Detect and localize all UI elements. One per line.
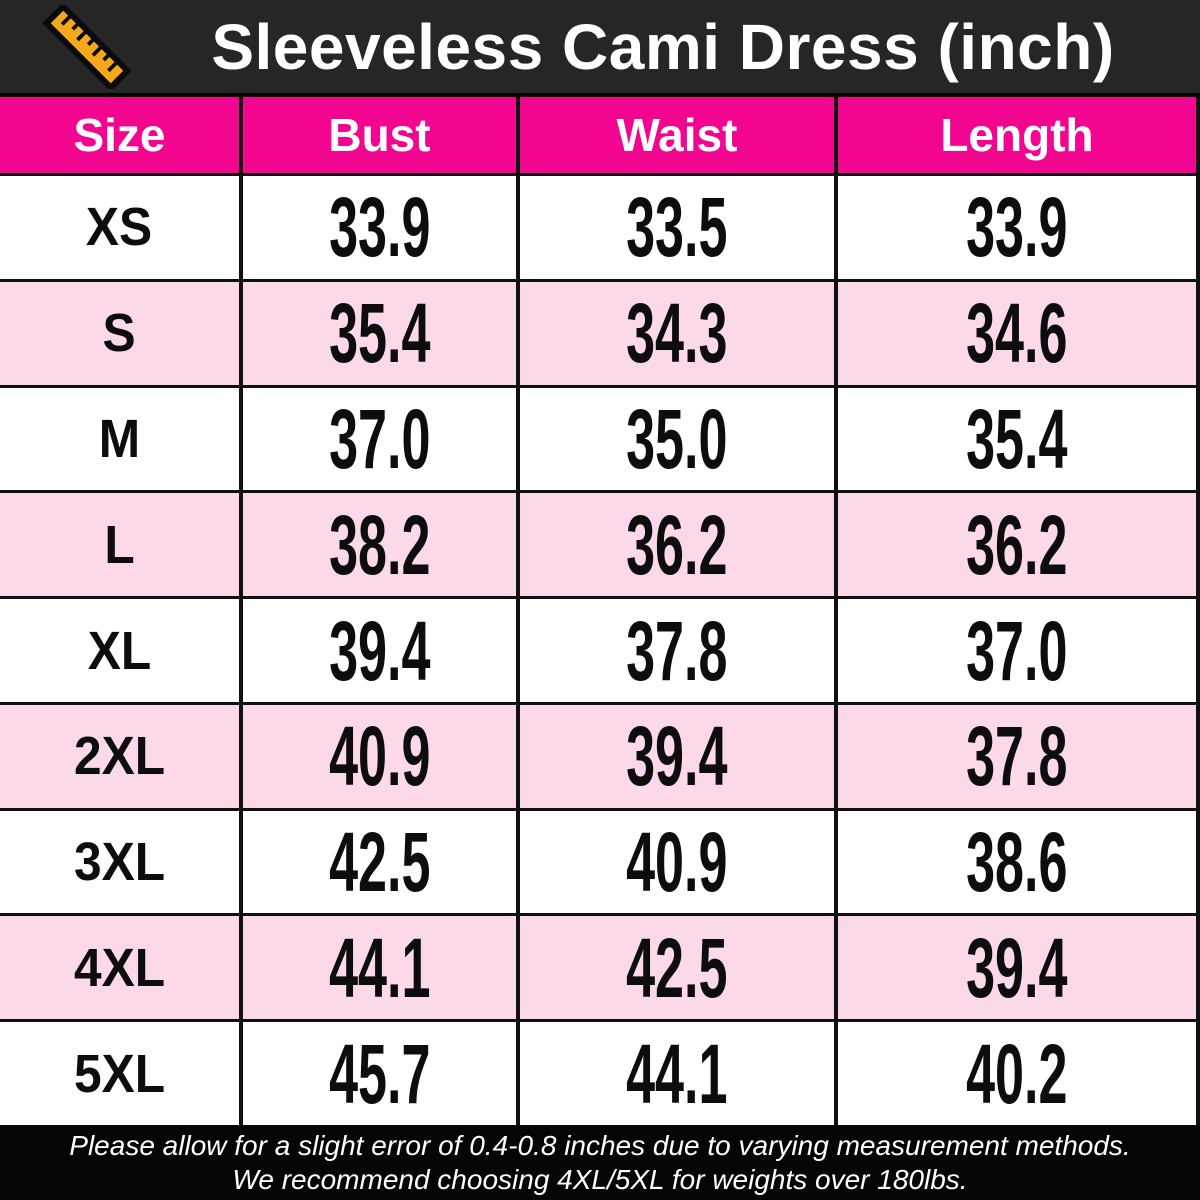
footer-note: Please allow for a slight error of 0.4-0…	[0, 1125, 1200, 1200]
measurement-value: 42.5	[328, 815, 431, 910]
table-row-4xl: 4XL 44.1 42.5 39.4	[0, 913, 1200, 1020]
bust-cell: 33.9	[243, 176, 520, 279]
measurement-value: 37.0	[328, 391, 431, 486]
measurement-value: 39.4	[626, 709, 728, 804]
footer-line-2: We recommend choosing 4XL/5XL for weight…	[232, 1163, 968, 1195]
page-title: Sleeveless Cami Dress (inch)	[211, 10, 1115, 83]
table-row-xl: XL 39.4 37.8 37.0	[0, 596, 1200, 702]
size-value: 3XL	[73, 832, 166, 893]
ruler-icon	[34, 4, 140, 89]
size-value: S	[102, 303, 137, 364]
measurement-value: 33.9	[328, 180, 431, 275]
measurement-value: 44.1	[328, 920, 431, 1015]
column-header-size: Size	[0, 97, 243, 173]
bust-cell: 38.2	[243, 493, 520, 597]
measurement-value: 36.2	[966, 497, 1068, 592]
measurement-value: 40.9	[626, 815, 728, 910]
size-value: L	[104, 514, 135, 575]
waist-cell: 39.4	[520, 704, 838, 808]
length-cell: 35.4	[838, 387, 1200, 491]
size-cell: XS	[0, 176, 243, 279]
table-row-m: M 37.0 35.0 35.4	[0, 384, 1200, 491]
size-value: 4XL	[73, 937, 166, 998]
length-cell: 37.8	[838, 704, 1200, 808]
size-cell: 5XL	[0, 1022, 243, 1126]
table-row-3xl: 3XL 42.5 40.9 38.6	[0, 807, 1200, 914]
size-value: M	[98, 408, 141, 469]
waist-cell: 37.8	[520, 599, 838, 702]
waist-cell: 40.9	[520, 810, 838, 914]
measurement-value: 38.6	[966, 815, 1068, 910]
measurement-value: 33.9	[966, 180, 1068, 275]
table-header-row: Size Bust Waist Length	[0, 97, 1200, 173]
measurement-value: 39.4	[328, 603, 431, 698]
bust-cell: 44.1	[243, 916, 520, 1020]
bust-cell: 40.9	[243, 704, 520, 808]
size-cell: 3XL	[0, 810, 243, 914]
bust-cell: 42.5	[243, 810, 520, 914]
waist-cell: 35.0	[520, 387, 838, 491]
measurement-value: 36.2	[626, 497, 728, 592]
length-cell: 39.4	[838, 916, 1200, 1020]
waist-cell: 44.1	[520, 1022, 838, 1126]
measurement-value: 40.2	[966, 1026, 1068, 1121]
measurement-value: 38.2	[328, 497, 431, 592]
table-body: XS 33.9 33.5 33.9 S 35.4 34.3 34.6 M 37.…	[0, 173, 1200, 1126]
table-row-2xl: 2XL 40.9 39.4 37.8	[0, 701, 1200, 808]
size-cell: S	[0, 281, 243, 385]
table-row-5xl: 5XL 45.7 44.1 40.2	[0, 1019, 1200, 1126]
length-cell: 37.0	[838, 599, 1200, 702]
table-row-l: L 38.2 36.2 36.2	[0, 490, 1200, 597]
size-value: XL	[87, 620, 152, 681]
table-row-s: S 35.4 34.3 34.6	[0, 278, 1200, 385]
measurement-value: 37.8	[966, 709, 1068, 804]
waist-cell: 42.5	[520, 916, 838, 1020]
measurement-value: 40.9	[328, 709, 431, 804]
size-value: XS	[86, 197, 153, 258]
length-cell: 36.2	[838, 493, 1200, 597]
bust-cell: 45.7	[243, 1022, 520, 1126]
measurement-value: 34.6	[966, 286, 1068, 381]
table-row-xs: XS 33.9 33.5 33.9	[0, 173, 1200, 279]
measurement-value: 39.4	[966, 920, 1068, 1015]
bust-cell: 37.0	[243, 387, 520, 491]
size-value: 5XL	[73, 1043, 166, 1104]
bust-cell: 39.4	[243, 599, 520, 702]
footer-line-1: Please allow for a slight error of 0.4-0…	[69, 1129, 1131, 1161]
measurement-value: 45.7	[328, 1026, 431, 1121]
size-cell: M	[0, 387, 243, 491]
size-cell: XL	[0, 599, 243, 702]
measurement-value: 42.5	[626, 920, 728, 1015]
waist-cell: 36.2	[520, 493, 838, 597]
measurement-value: 37.8	[626, 603, 728, 698]
waist-cell: 33.5	[520, 176, 838, 279]
waist-cell: 34.3	[520, 281, 838, 385]
measurement-value: 33.5	[626, 180, 728, 275]
measurement-value: 35.0	[626, 391, 728, 486]
column-header-waist: Waist	[520, 97, 838, 173]
size-cell: 2XL	[0, 704, 243, 808]
length-cell: 40.2	[838, 1022, 1200, 1126]
length-cell: 38.6	[838, 810, 1200, 914]
measurement-value: 35.4	[328, 286, 431, 381]
length-cell: 34.6	[838, 281, 1200, 385]
size-value: 2XL	[73, 726, 166, 787]
measurement-value: 37.0	[966, 603, 1068, 698]
column-header-bust: Bust	[243, 97, 520, 173]
measurement-value: 34.3	[626, 286, 728, 381]
bust-cell: 35.4	[243, 281, 520, 385]
length-cell: 33.9	[838, 176, 1200, 279]
size-cell: 4XL	[0, 916, 243, 1020]
column-header-length: Length	[838, 97, 1200, 173]
measurement-value: 35.4	[966, 391, 1068, 486]
title-bar: Sleeveless Cami Dress (inch)	[0, 0, 1200, 97]
size-cell: L	[0, 493, 243, 597]
measurement-value: 44.1	[626, 1026, 728, 1121]
